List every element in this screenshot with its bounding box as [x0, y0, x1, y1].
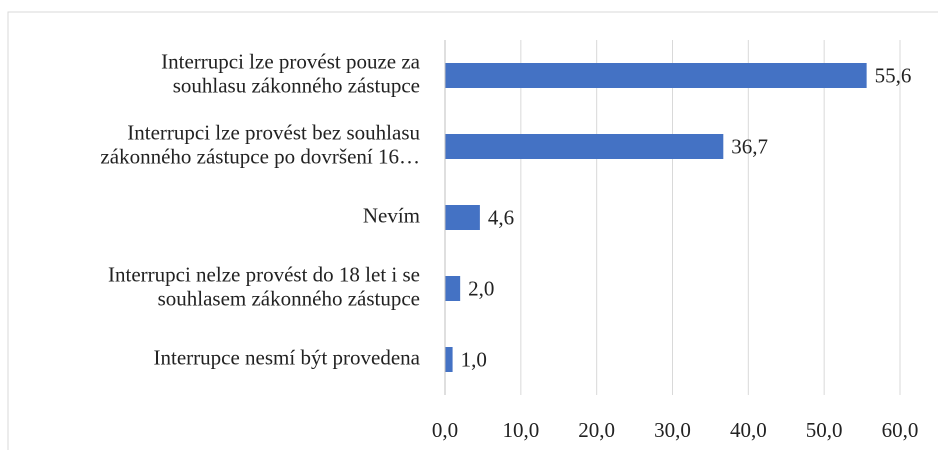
x-tick-label: 20,0 — [578, 418, 615, 442]
y-tick-label: Interrupci lze provést bez souhlasu zákon… — [100, 120, 420, 168]
y-tick-label: Interrupci lze provést pouze za souhlasu … — [161, 49, 421, 97]
y-tick-label: Nevím — [363, 203, 420, 227]
x-tick-label: 50,0 — [806, 418, 843, 442]
x-tick-label: 60,0 — [882, 418, 919, 442]
value-label: 1,0 — [461, 347, 487, 371]
x-tick-label: 0,0 — [432, 418, 458, 442]
x-tick-label: 30,0 — [654, 418, 691, 442]
x-tick-label: 10,0 — [502, 418, 539, 442]
bar — [445, 347, 453, 372]
y-tick-label: Interrupce nesmí být provedena — [154, 345, 421, 369]
bar — [445, 205, 480, 230]
x-tick-label: 40,0 — [730, 418, 767, 442]
y-tick-label: Interrupci nelze provést do 18 let i se s… — [108, 262, 420, 310]
bar — [445, 276, 461, 301]
bar — [445, 63, 867, 88]
bar — [445, 134, 724, 159]
value-label: 55,6 — [875, 63, 912, 87]
value-label: 36,7 — [731, 134, 768, 158]
chart-border — [7, 11, 938, 450]
value-label: 4,6 — [488, 205, 514, 229]
value-label: 2,0 — [468, 276, 494, 300]
